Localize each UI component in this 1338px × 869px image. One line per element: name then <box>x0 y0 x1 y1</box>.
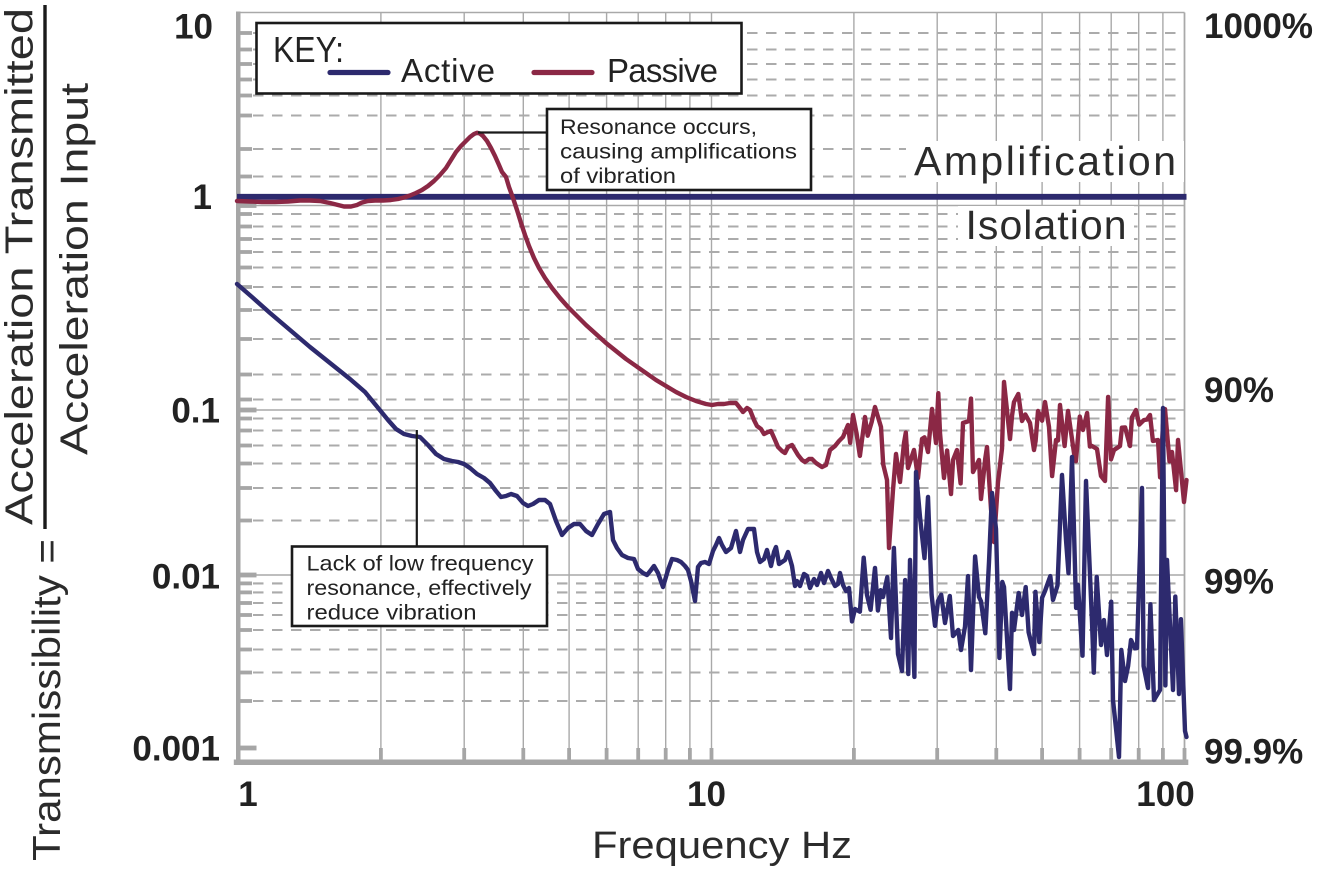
svg-text:of vibration: of vibration <box>560 164 676 188</box>
svg-text:0.001: 0.001 <box>132 730 220 769</box>
svg-text:99%: 99% <box>1204 563 1274 602</box>
svg-text:Frequency Hz: Frequency Hz <box>592 825 852 867</box>
svg-text:Transmissibility =: Transmissibility = <box>26 539 69 861</box>
svg-text:Amplification: Amplification <box>914 138 1176 184</box>
svg-text:Active: Active <box>401 52 495 89</box>
svg-text:99.9%: 99.9% <box>1204 733 1303 772</box>
svg-text:1: 1 <box>238 775 257 814</box>
svg-text:causing amplifications: causing amplifications <box>560 140 797 164</box>
svg-text:10: 10 <box>687 775 726 814</box>
svg-text:0.1: 0.1 <box>171 392 220 431</box>
svg-text:1: 1 <box>193 178 212 217</box>
svg-text:Resonance occurs,: Resonance occurs, <box>560 115 757 139</box>
svg-text:Isolation: Isolation <box>966 202 1127 248</box>
svg-text:Acceleration Input: Acceleration Input <box>54 83 97 455</box>
svg-text:resonance, effectively: resonance, effectively <box>307 576 532 600</box>
svg-text:1000%: 1000% <box>1204 7 1313 46</box>
svg-text:100: 100 <box>1136 775 1194 814</box>
svg-text:Lack of low frequency: Lack of low frequency <box>307 552 534 576</box>
svg-text:KEY:: KEY: <box>273 29 344 70</box>
svg-text:90%: 90% <box>1204 371 1274 410</box>
svg-text:Acceleration Transmitted: Acceleration Transmitted <box>0 8 42 525</box>
svg-text:10: 10 <box>174 8 213 47</box>
svg-text:Passive: Passive <box>607 52 718 89</box>
svg-text:reduce vibration: reduce vibration <box>307 601 477 625</box>
svg-text:0.01: 0.01 <box>152 558 220 597</box>
